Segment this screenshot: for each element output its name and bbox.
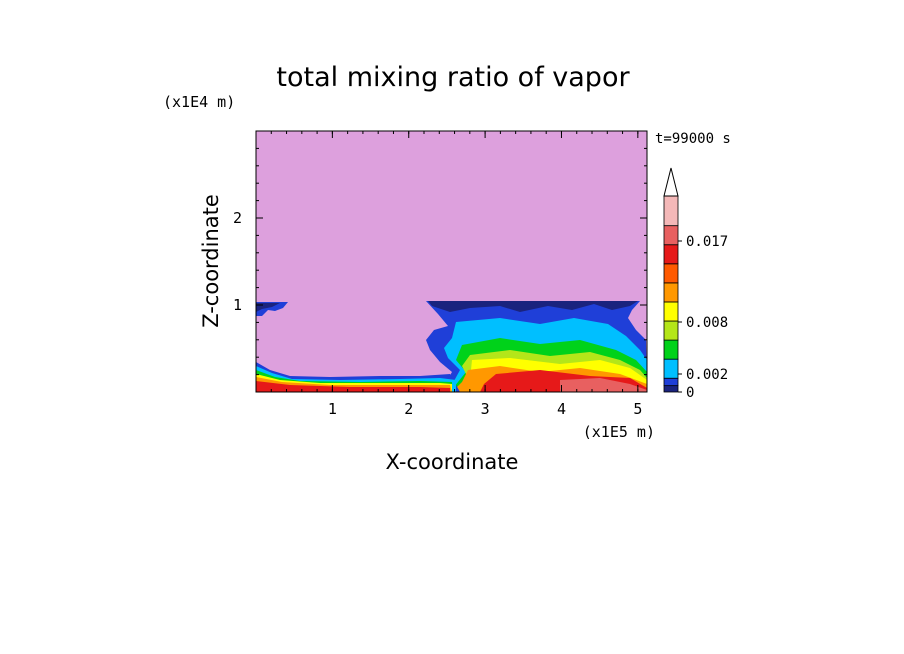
colorbar: 0 0.002 0.008 0.017 [663, 167, 728, 401]
y-tick-label: 2 [233, 209, 242, 227]
x-tick-label: 3 [481, 400, 490, 418]
time-label: t=99000 s [655, 131, 731, 147]
contour-right-level-1-dark [428, 301, 638, 312]
x-tick-label: 5 [633, 400, 642, 418]
y-axis-label: Z-coordinate [199, 194, 223, 328]
colorbar-segment [663, 358, 679, 379]
contour-surface-level-6 [256, 381, 450, 392]
colorbar-segment [663, 244, 679, 265]
x-tick-label: 2 [404, 400, 413, 418]
y-axis: 12 [233, 147, 647, 376]
colorbar-segment [663, 339, 679, 360]
colorbar-segment [663, 301, 679, 322]
x-axis-label: X-coordinate [386, 450, 519, 474]
colorbar-segment [663, 320, 679, 341]
colorbar-segment [663, 377, 679, 387]
colorbar-segment [663, 225, 679, 246]
colorbar-label: 0.002 [686, 367, 728, 383]
y-tick-label: 1 [233, 296, 242, 314]
plot-frame [255, 130, 648, 393]
contour-right-level-8 [560, 378, 647, 392]
plot-area [255, 130, 648, 393]
x-axis: 1 2 3 4 5 [270, 131, 642, 418]
colorbar-label: 0.008 [686, 315, 728, 331]
chart-title: total mixing ratio of vapor [276, 62, 630, 93]
x-tick-label: 1 [328, 400, 337, 418]
colorbar-segment [663, 282, 679, 303]
colorbar-segment [663, 263, 679, 284]
y-scale-label: (x1E4 m) [163, 93, 235, 111]
colorbar-extend-arrow [663, 167, 679, 197]
x-tick-label: 4 [557, 400, 566, 418]
colorbar-segment [663, 385, 679, 393]
colorbar-segment [663, 195, 679, 227]
colorbar-label: 0 [686, 385, 694, 401]
colorbar-label: 0.017 [686, 234, 728, 250]
x-scale-label: (x1E5 m) [583, 423, 655, 441]
